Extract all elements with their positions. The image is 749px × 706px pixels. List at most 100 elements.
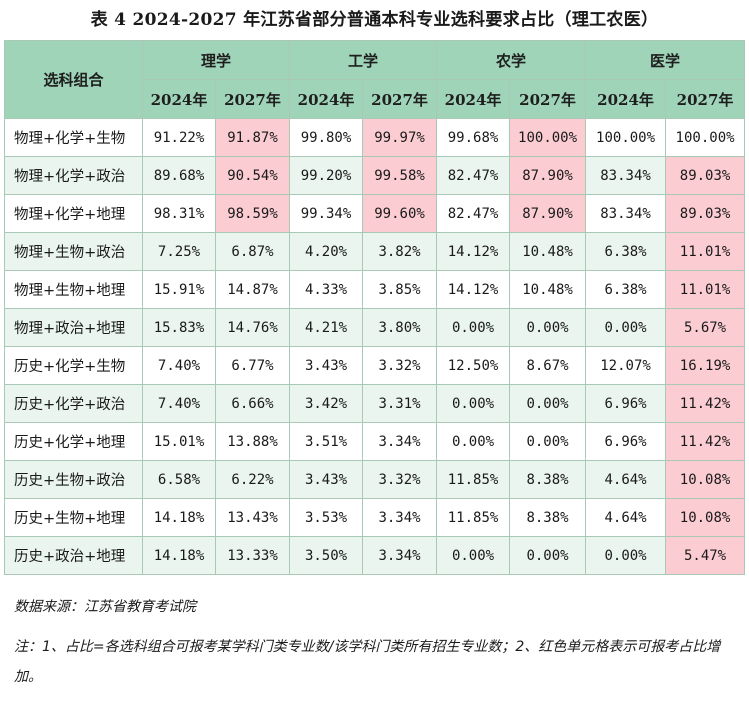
value-cell: 10.08%: [665, 498, 746, 537]
table-row: 物理+化学+地理 98.31% 98.59% 99.34% 99.60% 82.47% 87…: [4, 194, 746, 233]
table-row: 物理+化学+政治 89.68% 90.54% 99.20% 99.58% 82.47% 87…: [4, 156, 746, 195]
value-cell: 87.90%: [509, 194, 587, 233]
value-cell: 99.58%: [362, 156, 438, 195]
value-cell: 0.00%: [509, 384, 587, 423]
value-cell: 11.85%: [436, 498, 511, 537]
subject-requirement-table: 选科组合 理学 工学 农学 医学 2024年 2027年 2024年 2027年…: [4, 40, 746, 575]
value-cell: 10.48%: [509, 270, 587, 309]
value-cell: 99.20%: [289, 156, 364, 195]
table-row: 历史+生物+政治 6.58% 6.22% 3.43% 3.32% 11.85% 8.38% 4…: [4, 460, 746, 499]
year-header: 2024年: [289, 79, 364, 119]
value-cell: 6.77%: [214, 346, 291, 385]
table-row: 物理+政治+地理 15.83% 14.76% 4.21% 3.80% 0.00% 0.00%…: [4, 308, 746, 347]
value-cell: 100.00%: [585, 118, 667, 157]
value-cell: 99.97%: [362, 118, 438, 157]
row-label: 物理+生物+政治: [4, 232, 143, 271]
value-cell: 0.00%: [585, 308, 667, 347]
value-cell: 11.01%: [665, 232, 746, 271]
value-cell: 3.43%: [289, 346, 364, 385]
value-cell: 89.03%: [665, 194, 746, 233]
table-row: 历史+化学+生物 7.40% 6.77% 3.43% 3.32% 12.50% 8.67% 1…: [4, 346, 746, 385]
value-cell: 15.83%: [142, 308, 216, 347]
value-cell: 4.64%: [585, 460, 667, 499]
value-cell: 6.96%: [585, 384, 667, 423]
row-label: 物理+化学+政治: [4, 156, 143, 195]
table-note: 注：1、占比=各选科组合可报考某学科门类专业数/该学科门类所有招生专业数；2、红…: [14, 639, 721, 685]
value-cell: 3.32%: [362, 346, 438, 385]
value-cell: 14.76%: [214, 308, 291, 347]
value-cell: 3.53%: [289, 498, 364, 537]
value-cell: 98.59%: [214, 194, 291, 233]
value-cell: 14.18%: [142, 498, 216, 537]
value-cell: 10.48%: [509, 232, 587, 271]
row-label: 物理+化学+地理: [4, 194, 143, 233]
value-cell: 6.38%: [585, 232, 667, 271]
value-cell: 90.54%: [214, 156, 291, 195]
value-cell: 11.42%: [665, 422, 746, 461]
year-header: 2027年: [509, 79, 587, 119]
value-cell: 3.34%: [362, 536, 438, 575]
value-cell: 3.34%: [362, 498, 438, 537]
value-cell: 0.00%: [436, 536, 511, 575]
row-label: 历史+化学+政治: [4, 384, 143, 423]
data-source: 数据来源：江苏省教育考试院: [14, 599, 196, 615]
year-header: 2024年: [585, 79, 667, 119]
row-label-header: 选科组合: [4, 40, 143, 119]
value-cell: 83.34%: [585, 156, 667, 195]
group-header-medicine: 医学: [585, 40, 746, 80]
value-cell: 100.00%: [665, 118, 746, 157]
value-cell: 11.42%: [665, 384, 746, 423]
value-cell: 8.67%: [509, 346, 587, 385]
year-header: 2024年: [436, 79, 511, 119]
row-label: 历史+政治+地理: [4, 536, 143, 575]
value-cell: 89.03%: [665, 156, 746, 195]
value-cell: 3.85%: [362, 270, 438, 309]
value-cell: 7.25%: [142, 232, 216, 271]
value-cell: 12.50%: [436, 346, 511, 385]
year-header: 2027年: [362, 79, 438, 119]
year-header: 2024年: [142, 79, 216, 119]
value-cell: 0.00%: [509, 308, 587, 347]
table-row: 历史+政治+地理 14.18% 13.33% 3.50% 3.34% 0.00% 0.00%…: [4, 536, 746, 575]
table-body: 物理+化学+生物 91.22% 91.87% 99.80% 99.97% 99.68% 10…: [4, 118, 746, 575]
row-label: 物理+生物+地理: [4, 270, 143, 309]
row-label: 历史+化学+生物: [4, 346, 143, 385]
value-cell: 13.43%: [214, 498, 291, 537]
value-cell: 14.87%: [214, 270, 291, 309]
value-cell: 0.00%: [509, 422, 587, 461]
value-cell: 11.01%: [665, 270, 746, 309]
value-cell: 99.80%: [289, 118, 364, 157]
value-cell: 8.38%: [509, 498, 587, 537]
value-cell: 0.00%: [436, 308, 511, 347]
value-cell: 4.64%: [585, 498, 667, 537]
group-header-engineering: 工学: [289, 40, 438, 80]
value-cell: 3.32%: [362, 460, 438, 499]
value-cell: 13.33%: [214, 536, 291, 575]
value-cell: 16.19%: [665, 346, 746, 385]
row-label: 物理+化学+生物: [4, 118, 143, 157]
value-cell: 14.12%: [436, 270, 511, 309]
value-cell: 91.87%: [214, 118, 291, 157]
table-row: 历史+生物+地理 14.18% 13.43% 3.53% 3.34% 11.85% 8.38…: [4, 498, 746, 537]
value-cell: 3.31%: [362, 384, 438, 423]
value-cell: 82.47%: [436, 156, 511, 195]
table-row: 历史+化学+政治 7.40% 6.66% 3.42% 3.31% 0.00% 0.00% 6.…: [4, 384, 746, 423]
value-cell: 11.85%: [436, 460, 511, 499]
year-header: 2027年: [214, 79, 291, 119]
value-cell: 89.68%: [142, 156, 216, 195]
value-cell: 6.66%: [214, 384, 291, 423]
value-cell: 14.12%: [436, 232, 511, 271]
value-cell: 8.38%: [509, 460, 587, 499]
table-row: 物理+生物+政治 7.25% 6.87% 4.20% 3.82% 14.12% 10.48%…: [4, 232, 746, 271]
value-cell: 99.68%: [436, 118, 511, 157]
row-label: 历史+生物+地理: [4, 498, 143, 537]
value-cell: 6.58%: [142, 460, 216, 499]
value-cell: 3.80%: [362, 308, 438, 347]
value-cell: 3.43%: [289, 460, 364, 499]
table-row: 物理+生物+地理 15.91% 14.87% 4.33% 3.85% 14.12% 10.4…: [4, 270, 746, 309]
value-cell: 5.67%: [665, 308, 746, 347]
value-cell: 4.20%: [289, 232, 364, 271]
value-cell: 6.96%: [585, 422, 667, 461]
value-cell: 6.22%: [214, 460, 291, 499]
value-cell: 100.00%: [509, 118, 587, 157]
